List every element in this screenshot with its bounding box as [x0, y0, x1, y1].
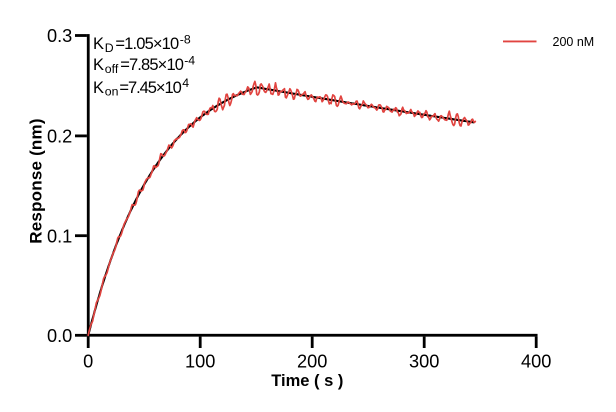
svg-text:K: K [93, 35, 104, 53]
svg-text:D: D [105, 41, 114, 55]
svg-text:Time ( s ): Time ( s ) [271, 372, 343, 390]
svg-text:0.0: 0.0 [47, 326, 72, 346]
svg-text:-4: -4 [184, 54, 195, 68]
svg-text:K: K [93, 79, 104, 97]
svg-text:=7.45×10: =7.45×10 [119, 79, 181, 97]
svg-text:100: 100 [185, 351, 215, 371]
svg-text:0.3: 0.3 [47, 26, 72, 46]
svg-text:-8: -8 [180, 33, 191, 47]
svg-text:=7.85×10: =7.85×10 [120, 56, 184, 74]
svg-text:off: off [105, 62, 119, 76]
svg-text:400: 400 [521, 351, 551, 371]
svg-text:Response (nm): Response (nm) [27, 118, 46, 243]
svg-text:0: 0 [83, 351, 93, 371]
svg-text:200: 200 [297, 351, 327, 371]
svg-text:0.2: 0.2 [47, 127, 72, 147]
svg-text:=1.05×10: =1.05×10 [115, 35, 179, 53]
svg-text:200 nM: 200 nM [553, 35, 595, 49]
svg-text:4: 4 [182, 76, 189, 90]
svg-text:0.1: 0.1 [47, 226, 72, 246]
svg-text:300: 300 [409, 351, 439, 371]
svg-text:on: on [105, 84, 119, 98]
svg-text:K: K [93, 56, 104, 74]
